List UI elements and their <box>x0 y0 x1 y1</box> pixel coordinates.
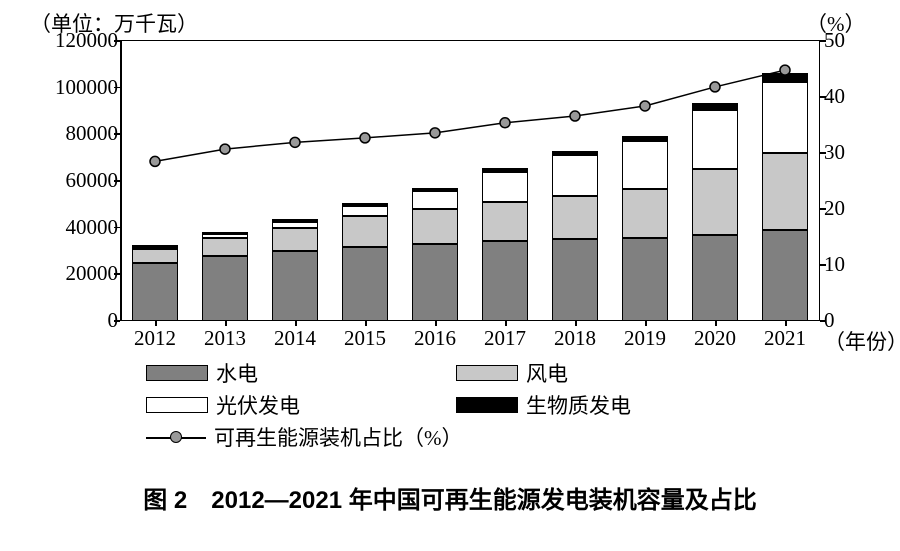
legend-swatch-ratio <box>146 430 206 444</box>
y1-tick: 60000 <box>48 170 118 191</box>
y2-tick: 0 <box>824 310 864 331</box>
y2-tick: 40 <box>824 86 864 107</box>
y1-tick: 20000 <box>48 263 118 284</box>
legend-label-bio: 生物质发电 <box>526 390 631 420</box>
bar-seg-hydro <box>482 241 528 321</box>
legend-swatch-bio <box>456 397 518 413</box>
x-tick-label: 2013 <box>195 326 255 351</box>
bar-seg-wind <box>482 202 528 240</box>
x-tick-label: 2014 <box>265 326 325 351</box>
bar-seg-bio <box>552 151 598 155</box>
bar-seg-solar <box>412 191 458 209</box>
bar-seg-solar <box>762 82 808 154</box>
bar-seg-wind <box>412 209 458 244</box>
chart-figure: （单位：万千瓦） （%） （年份） 0200004000060000800001… <box>0 0 900 551</box>
bar-seg-wind <box>132 249 178 263</box>
bar-seg-bio <box>692 103 738 110</box>
x-tick-label: 2017 <box>475 326 535 351</box>
legend-item-hydro: 水电 <box>146 358 456 388</box>
y1-tick: 120000 <box>48 30 118 51</box>
bar-seg-bio <box>132 245 178 247</box>
legend-item-ratio: 可再生能源装机占比（%） <box>146 422 766 452</box>
y1-axis: 020000400006000080000100000120000 <box>58 40 118 320</box>
bar-seg-bio <box>342 203 388 206</box>
bar-seg-solar <box>692 110 738 169</box>
legend-item-bio: 生物质发电 <box>456 390 766 420</box>
x-tick-label: 2021 <box>755 326 815 351</box>
bar-seg-hydro <box>202 256 248 321</box>
bar-seg-wind <box>762 153 808 230</box>
bar-seg-solar <box>622 141 668 189</box>
y1-tick: 40000 <box>48 217 118 238</box>
legend: 水电 风电 光伏发电 生物质发电 可再生能源装机占比（%） <box>146 358 766 454</box>
y2-tick: 10 <box>824 254 864 275</box>
bar-seg-hydro <box>552 239 598 321</box>
bar-seg-hydro <box>412 244 458 321</box>
x-tick-label: 2015 <box>335 326 395 351</box>
y1-tick: 100000 <box>48 77 118 98</box>
bar-seg-solar <box>342 206 388 216</box>
y2-tick: 30 <box>824 142 864 163</box>
bar-seg-hydro <box>132 263 178 321</box>
y1-tick: 0 <box>48 310 118 331</box>
bar-seg-wind <box>202 238 248 256</box>
bar-seg-bio <box>202 232 248 234</box>
bar-seg-bio <box>762 73 808 82</box>
legend-item-wind: 风电 <box>456 358 766 388</box>
legend-swatch-wind <box>456 365 518 381</box>
legend-item-solar: 光伏发电 <box>146 390 456 420</box>
x-tick-label: 2019 <box>615 326 675 351</box>
x-tick-label: 2020 <box>685 326 745 351</box>
y2-tick: 50 <box>824 30 864 51</box>
legend-label-hydro: 水电 <box>216 358 258 388</box>
bars-layer <box>120 41 820 321</box>
bar-seg-wind <box>692 169 738 235</box>
bar-seg-hydro <box>692 235 738 321</box>
bar-seg-wind <box>342 216 388 246</box>
legend-swatch-hydro <box>146 365 208 381</box>
x-tick-label: 2012 <box>125 326 185 351</box>
bar-seg-wind <box>272 228 318 250</box>
bar-seg-bio <box>482 168 528 172</box>
figure-caption: 图 2 2012—2021 年中国可再生能源发电装机容量及占比 <box>0 480 900 515</box>
legend-swatch-solar <box>146 397 208 413</box>
bar-seg-bio <box>412 188 458 191</box>
y1-tick: 80000 <box>48 123 118 144</box>
plot-area <box>120 40 820 321</box>
x-tick-label: 2016 <box>405 326 465 351</box>
legend-label-solar: 光伏发电 <box>216 390 300 420</box>
bar-seg-wind <box>622 189 668 238</box>
bar-seg-hydro <box>622 238 668 321</box>
y2-tick: 20 <box>824 198 864 219</box>
bar-seg-bio <box>622 136 668 141</box>
y2-axis: 01020304050 <box>824 40 874 320</box>
bar-seg-hydro <box>762 230 808 321</box>
bar-seg-solar <box>552 155 598 196</box>
legend-label-ratio: 可再生能源装机占比（%） <box>214 422 463 452</box>
bar-seg-wind <box>552 196 598 239</box>
bar-seg-bio <box>272 219 318 222</box>
bar-seg-hydro <box>342 247 388 321</box>
legend-label-wind: 风电 <box>526 358 568 388</box>
bar-seg-solar <box>272 222 318 229</box>
bar-seg-hydro <box>272 251 318 321</box>
bar-seg-solar <box>482 172 528 202</box>
bar-seg-solar <box>202 234 248 238</box>
x-tick-label: 2018 <box>545 326 605 351</box>
